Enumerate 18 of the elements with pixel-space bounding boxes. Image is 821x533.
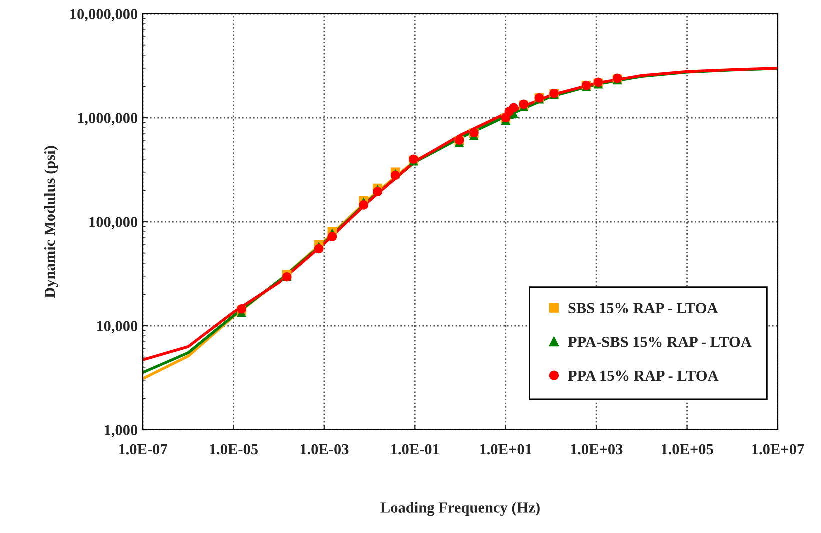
x-tick-label: 1.0E+05 (662, 444, 714, 455)
x-tick-label: 1.0E-07 (119, 444, 168, 455)
y-axis-title: Dynamic Modulus (psi) (44, 146, 58, 298)
x-tick-label: 1.0E-05 (210, 444, 258, 455)
legend-label: PPA-SBS 15% RAP - LTOA (568, 336, 752, 348)
y-tick-label: 10,000,000 (70, 9, 138, 22)
y-tick-label: 1,000,000 (78, 113, 138, 126)
x-tick-label: 1.0E+07 (752, 444, 804, 455)
y-tick-label: 1,000 (104, 425, 138, 438)
x-axis-title: Loading Frequency (Hz) (380, 502, 540, 516)
legend-label: PPA 15% RAP - LTOA (568, 370, 719, 382)
y-tick-label: 100,000 (90, 217, 138, 230)
y-tick-label: 10,000 (97, 321, 138, 334)
x-tick-label: 1.0E+03 (571, 444, 623, 455)
legend-label: SBS 15% RAP - LTOA (568, 303, 718, 314)
x-tick-label: 1.0E+01 (480, 444, 532, 455)
x-tick-label: 1.0E-03 (300, 444, 349, 455)
x-tick-label: 1.0E-01 (392, 444, 440, 455)
